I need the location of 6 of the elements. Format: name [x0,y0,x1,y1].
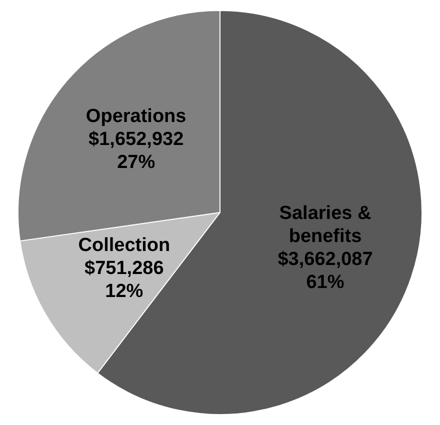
data-label: $3,662,087 61% [278,248,373,293]
slice-label: Collection [78,234,170,256]
slice-label: Salaries & benefits [279,202,372,247]
data-label: $1,652,932 27% [88,128,184,173]
slice-label: Operations [86,106,186,127]
data-label: $751,286 12% [84,258,164,302]
